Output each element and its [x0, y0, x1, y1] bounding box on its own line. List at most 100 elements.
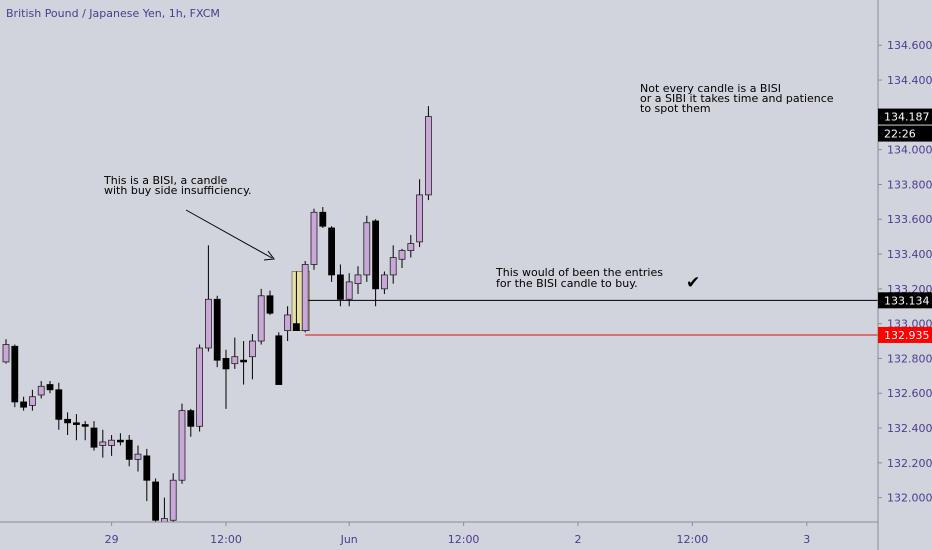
candle-body-bull: [310, 211, 318, 265]
price-tick-label: 134.600: [887, 39, 932, 52]
candle: [372, 219, 380, 307]
candle: [319, 207, 327, 228]
candle: [231, 337, 239, 369]
candle-body-bear: [336, 274, 344, 300]
candle: [380, 271, 388, 295]
time-tick-label: 12:00: [677, 533, 709, 546]
bisi-arrow: [185, 209, 275, 261]
candle-body-bear: [266, 295, 274, 314]
bisi-annotation-line-1: This is a BISI, a candle: [103, 174, 228, 187]
candle: [407, 234, 415, 258]
candle: [187, 408, 195, 437]
candle-body-bull: [231, 356, 239, 365]
candles-group: [2, 106, 432, 523]
candle: [275, 332, 283, 385]
current-price-tag-bg: [878, 108, 932, 125]
candle-body-bear: [275, 335, 283, 385]
candle: [11, 344, 19, 408]
candle: [301, 261, 309, 333]
candle-body-bull: [28, 396, 36, 406]
candle: [2, 339, 10, 364]
candle-body-bull: [345, 281, 353, 300]
candle-body-bear: [73, 422, 80, 425]
price-tick-label: 133.600: [887, 213, 932, 226]
candle-body-bull: [37, 385, 45, 396]
candle: [134, 445, 142, 472]
candle-body-bear: [222, 358, 230, 370]
candle-body-bull: [389, 257, 397, 276]
candle: [398, 248, 406, 268]
candle: [178, 403, 186, 484]
price-tick-label: 133.800: [887, 178, 932, 191]
candle: [73, 414, 80, 441]
entry-price-tag: 132.935: [884, 329, 930, 342]
candle-body-bear: [46, 384, 54, 391]
candle-body-bear: [187, 410, 195, 427]
price-tick-label: 132.000: [887, 492, 932, 505]
candle: [81, 421, 89, 441]
note-line-2: or a SIBI it takes time and patience: [640, 92, 834, 105]
entry-price-tag-bg: [878, 326, 932, 343]
candle: [240, 341, 248, 385]
candle-body-bear: [20, 401, 28, 408]
candle: [248, 334, 256, 380]
bisi-annotation-line-2: with buy side insufficiency.: [104, 184, 252, 197]
candle: [196, 344, 204, 432]
candle-body-bull: [160, 518, 168, 523]
candle-body-bull: [424, 116, 432, 196]
note-line-1: Not every candle is a BISI: [640, 82, 781, 95]
candle: [64, 412, 71, 435]
candle: [328, 226, 336, 282]
candle: [416, 179, 424, 248]
time-tick-label: 2: [575, 533, 582, 546]
time-tick-label: 29: [105, 533, 119, 546]
price-tick-label: 132.400: [887, 422, 932, 435]
candle: [222, 349, 230, 409]
candle-body-bear: [81, 424, 89, 427]
checkmark-icon: ✔: [686, 273, 700, 293]
candle: [204, 245, 212, 352]
candle-body-bull: [134, 453, 142, 460]
countdown-tag: 22:26: [884, 128, 916, 141]
candle: [46, 381, 54, 394]
candle-body-bull: [178, 410, 186, 481]
candle-body-bear: [90, 427, 98, 448]
candle-body-bull: [354, 274, 362, 285]
price-tick-label: 132.800: [887, 352, 932, 365]
level-price-tag-bg: [878, 292, 932, 309]
candle-body-bear: [11, 345, 19, 403]
candle: [310, 208, 318, 270]
candle: [37, 381, 45, 399]
candle-body-bear: [240, 359, 248, 363]
candle-body-bull: [363, 222, 371, 276]
candle: [257, 288, 265, 345]
candle-body-bull: [257, 295, 265, 342]
candle-body-bull: [407, 243, 415, 251]
candle-body-bear: [328, 227, 336, 276]
candle-body-bull: [416, 194, 424, 243]
candle-body-bear: [152, 481, 160, 521]
time-tick-label: 12:00: [210, 533, 242, 546]
candle-body-bull: [169, 479, 177, 521]
candle: [284, 306, 292, 342]
time-axis[interactable]: 29 12:00 Jun 12:00 2 12:00 3: [105, 522, 811, 546]
candle: [55, 382, 63, 430]
candle: [117, 433, 124, 446]
candle-body-bear: [143, 455, 151, 481]
candle: [266, 290, 274, 315]
entry-annotation-line-2: for the BISI candle to buy.: [496, 277, 638, 290]
level-price-tag: 133.134: [884, 294, 930, 307]
candle-body-bear: [64, 418, 71, 424]
candle: [152, 478, 160, 522]
candle-body-bear: [125, 439, 133, 460]
price-tick-label: 134.000: [887, 144, 932, 157]
chart-title: British Pound / Japanese Yen, 1h, FXCM: [6, 7, 220, 20]
candle-body-bull: [99, 441, 107, 446]
time-tick-label: 12:00: [448, 533, 480, 546]
candle-body-bull: [284, 314, 292, 332]
price-tick-label: 134.400: [887, 74, 932, 87]
time-tick-label: 3: [803, 533, 810, 546]
candle-body-bull: [398, 250, 406, 260]
